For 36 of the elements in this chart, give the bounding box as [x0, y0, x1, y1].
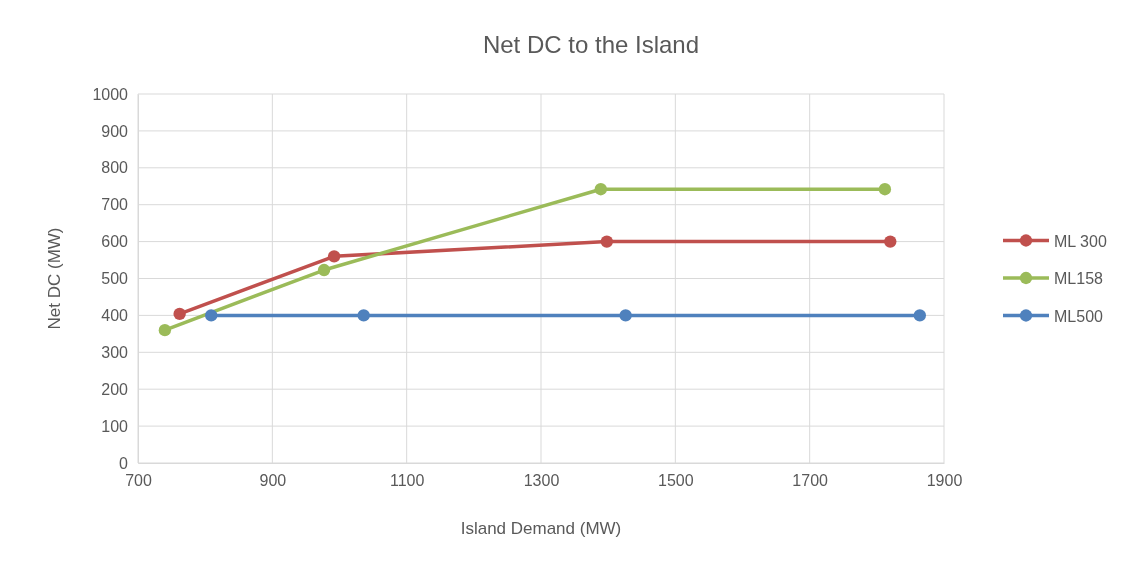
y-tick-label: 100: [101, 417, 129, 435]
x-axis-title: Island Demand (MW): [460, 519, 622, 538]
x-tick-label: 900: [259, 472, 287, 490]
legend-label: ML158: [1054, 270, 1104, 287]
y-tick-label: 300: [101, 343, 129, 361]
point: [600, 235, 613, 248]
point: [594, 183, 607, 196]
point: [327, 250, 341, 263]
point: [884, 235, 897, 248]
y-tick-label: 400: [101, 307, 129, 325]
y-tick-label: 600: [101, 233, 129, 251]
point: [173, 307, 186, 321]
y-tick-label: 1000: [92, 85, 129, 103]
legend-label: ML500: [1054, 307, 1104, 325]
point: [357, 309, 370, 322]
x-tick-label: 1700: [792, 472, 829, 490]
legend-label: ML 300: [1054, 232, 1107, 250]
x-tick-label: 1900: [926, 472, 963, 490]
point: [317, 263, 331, 277]
chart-title: Net DC to the Island: [482, 31, 700, 58]
point: [878, 183, 892, 196]
y-tick-label: 500: [101, 270, 129, 288]
y-tick-label: 200: [101, 380, 129, 398]
y-tick-label: 0: [119, 454, 129, 472]
x-tick-label: 1100: [389, 472, 425, 490]
point: [158, 323, 172, 337]
point: [913, 309, 926, 322]
x-tick-label: 1500: [658, 472, 694, 490]
y-tick-label: 800: [101, 159, 129, 177]
y-axis-title: Net DC (MW): [45, 227, 64, 330]
point: [205, 309, 218, 322]
x-tick-label: 700: [125, 472, 152, 490]
x-tick-label: 1300: [523, 472, 560, 490]
y-tick-label: 900: [101, 122, 129, 140]
y-tick-label: 700: [101, 196, 129, 214]
point: [619, 309, 632, 322]
